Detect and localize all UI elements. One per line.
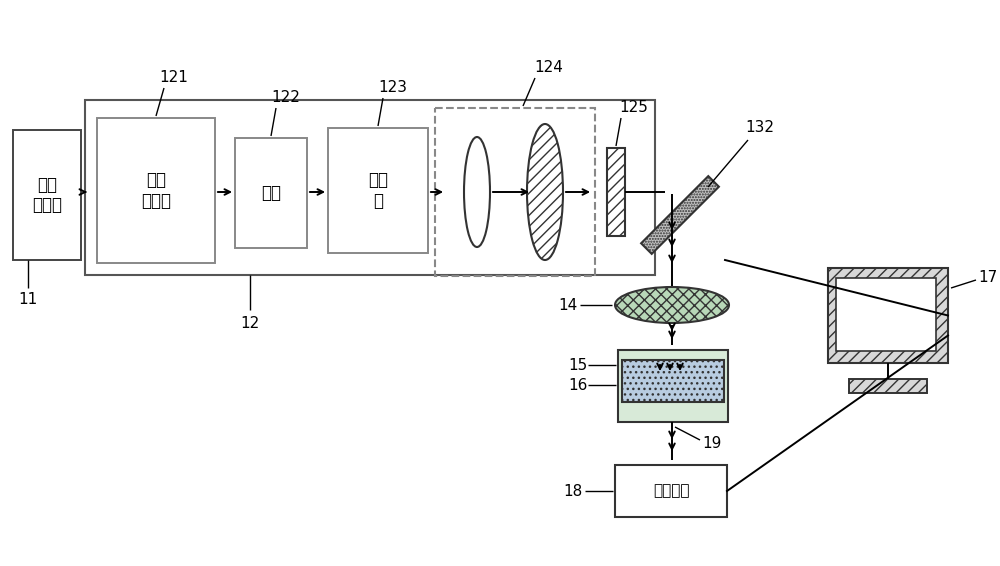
Text: 再生
放大器: 再生 放大器	[141, 171, 171, 210]
Text: 17: 17	[978, 269, 998, 285]
Text: 12: 12	[240, 315, 260, 331]
Bar	[328, 128, 428, 253]
Text: 16: 16	[568, 378, 588, 392]
Text: 监控装置: 监控装置	[653, 483, 689, 499]
Text: 飞秒
激光器: 飞秒 激光器	[32, 175, 62, 215]
Bar	[836, 278, 936, 351]
Bar	[97, 118, 215, 263]
Text: 衰减
器: 衰减 器	[368, 171, 388, 210]
Text: 19: 19	[702, 436, 722, 452]
Text: 18: 18	[563, 483, 583, 499]
Bar	[13, 130, 81, 260]
Bar	[85, 100, 655, 275]
Text: 132: 132	[746, 119, 774, 135]
Text: 123: 123	[378, 80, 408, 96]
Bar	[435, 108, 595, 276]
Bar	[618, 350, 728, 422]
Ellipse shape	[464, 137, 490, 247]
Bar	[622, 360, 724, 402]
Text: 14: 14	[558, 298, 578, 312]
Text: 121: 121	[160, 71, 188, 85]
Bar	[828, 268, 948, 363]
Ellipse shape	[527, 124, 563, 260]
Ellipse shape	[615, 287, 729, 323]
Text: 124: 124	[535, 61, 563, 75]
Text: 11: 11	[18, 293, 38, 307]
Text: 15: 15	[568, 358, 588, 372]
Bar	[849, 379, 927, 393]
Text: 122: 122	[272, 91, 300, 105]
Bar	[607, 148, 625, 236]
Text: 125: 125	[620, 101, 648, 115]
Text: 快门: 快门	[261, 184, 281, 202]
Bar	[615, 465, 727, 517]
Bar	[641, 176, 719, 254]
Bar	[235, 138, 307, 248]
